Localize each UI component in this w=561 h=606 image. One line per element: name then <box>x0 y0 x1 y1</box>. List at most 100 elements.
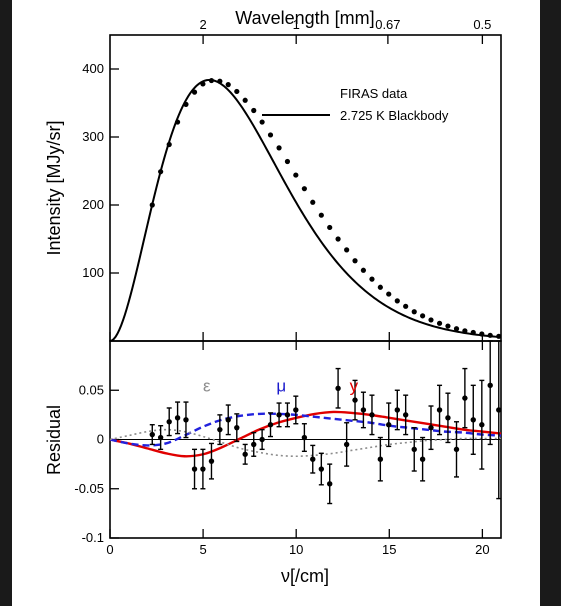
residual-point <box>327 481 333 487</box>
residual-point <box>225 417 231 423</box>
upper-y-tick-labels: 100 200 300 400 <box>82 61 104 280</box>
firas-point <box>208 77 215 84</box>
firas-point <box>403 303 409 309</box>
firas-point <box>284 158 291 165</box>
firas-point <box>166 141 172 148</box>
residual-point <box>462 395 468 401</box>
residual-point <box>318 466 325 472</box>
lower-y-tick-label: -0.1 <box>82 530 104 545</box>
firas-point <box>369 276 375 282</box>
firas-point <box>276 145 282 151</box>
residual-point <box>208 458 215 464</box>
firas-point <box>386 291 392 297</box>
residual-point <box>411 446 417 453</box>
residual-point <box>419 456 426 462</box>
residual-point <box>377 456 384 462</box>
distortion-curve-dashed <box>109 412 502 447</box>
firas-point <box>470 329 476 336</box>
x-tick-label: 0 <box>106 542 113 557</box>
firas-point <box>174 119 181 125</box>
top-axis-tick-label: 2 <box>199 17 206 32</box>
firas-point <box>200 81 206 87</box>
lower-y-tick-label: 0.05 <box>79 382 104 397</box>
firas-point <box>259 119 265 125</box>
distortion-label: ε <box>203 376 211 395</box>
firas-point <box>225 82 231 88</box>
x-axis-title: ν[/cm] <box>281 566 329 586</box>
x-tick-label: 20 <box>475 542 489 557</box>
residual-point <box>369 412 375 418</box>
residual-point <box>284 412 291 418</box>
residual-point <box>428 424 434 431</box>
lower-y-tick-label: 0 <box>97 432 104 447</box>
firas-point <box>327 224 333 231</box>
top-axis-tick-label: 1 <box>293 17 300 32</box>
distortion-curve-dotted <box>109 428 501 458</box>
legend-entry-label: 2.725 K Blackbody <box>340 108 449 123</box>
distortion-label: μ <box>276 376 286 395</box>
residual-point <box>352 397 358 403</box>
upper-y-tick-label: 100 <box>82 265 104 280</box>
lower-tick-marks <box>109 341 484 539</box>
residual-point <box>234 424 240 431</box>
firas-point <box>234 88 240 95</box>
figure-background <box>12 0 540 606</box>
firas-data-points <box>149 77 502 339</box>
firas-point <box>267 132 274 138</box>
firas-point <box>436 320 443 326</box>
top-axis-tick-label: 0.5 <box>473 17 491 32</box>
residual-data-points <box>149 340 502 505</box>
firas-point <box>462 328 468 334</box>
residual-point <box>259 436 265 443</box>
residual-point <box>251 441 257 448</box>
residual-point <box>166 419 172 425</box>
firas-point <box>301 186 307 192</box>
firas-point <box>487 332 493 338</box>
residual-point <box>301 434 308 441</box>
firas-point <box>420 313 426 319</box>
lower-y-tick-labels: -0.1 -0.05 0 0.05 <box>74 382 104 545</box>
firas-point <box>191 89 198 95</box>
top-axis-title: Wavelength [mm] <box>235 8 374 28</box>
residual-point <box>276 412 282 418</box>
firas-point <box>251 107 257 114</box>
firas-point <box>496 333 502 339</box>
distortion-curves <box>109 410 502 458</box>
residual-point <box>496 407 502 413</box>
residual-point <box>267 422 274 428</box>
x-tick-label: 5 <box>199 542 206 557</box>
lower-panel: -0.1 -0.05 0 0.05 0 5 10 15 20 ε μ y Residual ν[/… <box>44 340 502 586</box>
firas-point <box>183 101 189 107</box>
firas-point <box>445 323 451 329</box>
distortion-label: y <box>350 376 359 395</box>
residual-point <box>183 417 189 423</box>
firas-point <box>411 309 417 315</box>
upper-y-tick-label: 200 <box>82 197 104 212</box>
blackbody-curve-line <box>109 78 502 342</box>
firas-point <box>242 97 248 103</box>
firas-point <box>318 212 324 218</box>
firas-point <box>335 236 341 242</box>
residual-point <box>200 466 206 472</box>
upper-y-tick-label: 400 <box>82 61 104 76</box>
residual-point <box>402 412 409 418</box>
legend-title: FIRAS data <box>340 86 408 101</box>
residual-point <box>242 451 248 457</box>
firas-point <box>149 202 155 208</box>
x-tick-label: 15 <box>382 542 396 557</box>
upper-y-axis-title: Intensity [MJy/sr] <box>44 120 64 255</box>
residual-point <box>453 446 460 453</box>
residual-point <box>191 466 198 472</box>
residual-point <box>343 441 350 448</box>
lower-y-tick-label: -0.05 <box>74 481 104 496</box>
firas-point <box>344 247 350 253</box>
firas-point <box>310 199 316 205</box>
firas-point <box>158 169 164 175</box>
firas-point <box>352 258 358 264</box>
firas-point <box>394 298 400 304</box>
firas-point <box>217 78 223 84</box>
residual-point <box>310 456 316 462</box>
firas-point <box>377 284 383 290</box>
residual-point <box>470 417 476 423</box>
